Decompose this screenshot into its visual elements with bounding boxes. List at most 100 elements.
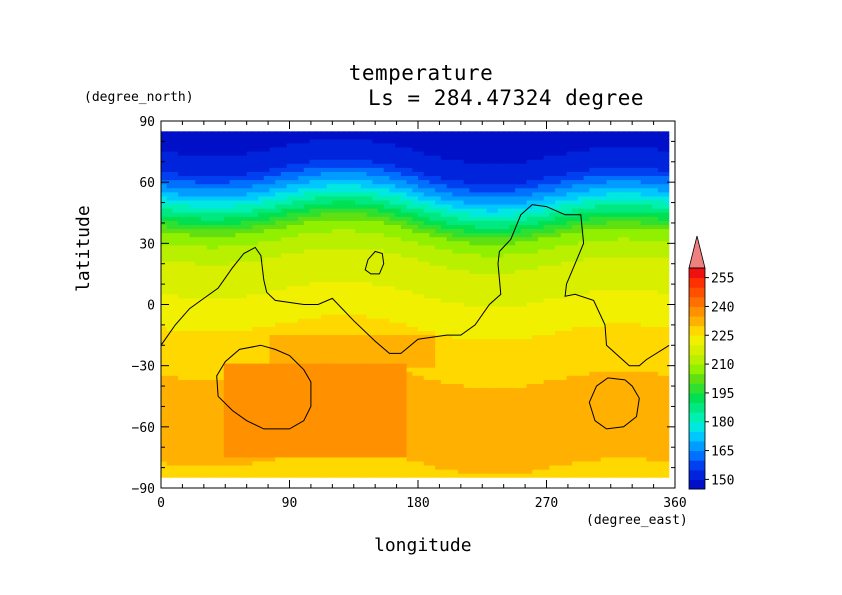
field-cell [275,282,282,287]
field-cell [235,171,242,177]
field-cell [526,290,533,295]
field-cell [395,298,402,304]
field-cell [617,237,625,242]
field-cell [423,282,431,287]
field-cell [646,200,653,206]
field-cell [623,269,630,275]
field-cell [486,318,493,324]
field-cell [457,237,465,242]
field-cell [229,355,236,361]
field-cell [549,233,556,238]
field-cell [515,220,522,226]
field-cell [646,245,653,251]
field-cell [246,306,253,312]
field-cell [223,204,231,210]
field-cell [355,237,362,242]
field-cell [172,147,179,153]
field-cell [206,151,213,157]
field-cell [617,196,625,202]
field-cell [189,220,196,226]
field-cell [583,314,590,320]
field-cell [617,286,625,291]
field-cell [269,322,276,328]
field-cell [566,257,573,263]
field-cell [349,237,356,242]
field-cell [480,241,488,246]
field-cell [515,167,522,173]
field-cell [486,277,493,283]
field-cell [280,196,288,202]
field-cell [172,151,179,157]
field-cell [269,351,276,357]
field-cell [543,192,550,198]
field-cell [469,139,476,145]
field-cell [178,233,185,238]
field-cell [189,314,196,320]
field-cell [577,151,585,157]
field-cell [486,131,493,136]
field-cell [440,224,448,230]
field-cell [338,147,345,153]
field-cell [497,131,505,136]
field-cell [635,159,642,165]
field-cell [280,314,288,320]
field-cell [440,290,448,295]
field-cell [635,155,642,161]
field-cell [423,167,431,173]
field-cell [326,245,333,251]
field-cell [532,200,539,206]
field-cell [395,277,402,283]
field-cell [212,212,219,218]
field-cell [258,147,265,153]
field-cell [543,277,550,283]
field-cell [423,216,431,222]
field-cell [263,322,271,328]
field-cell [663,163,670,169]
field-cell [520,196,528,202]
field-cell [400,306,408,312]
field-cell [418,184,425,189]
field-cell [166,298,174,304]
field-cell [600,151,608,157]
field-cell [577,143,585,149]
field-cell [457,277,465,283]
field-cell [583,265,590,271]
field-cell [497,253,505,259]
field-cell [235,310,242,316]
field-cell [452,343,459,348]
field-cell [617,277,625,283]
field-cell [178,286,185,291]
field-cell [258,351,265,357]
field-cell [589,294,596,299]
field-cell [303,176,311,181]
field-cell [492,355,499,361]
field-cell [286,159,293,165]
field-cell [589,233,596,238]
field-cell [292,220,299,226]
field-cell [446,147,453,153]
field-cell [652,188,659,193]
field-cell [252,208,259,214]
field-cell [269,204,276,210]
field-cell [652,237,659,242]
field-cell [509,343,516,348]
field-cell [206,286,213,291]
field-cell [543,290,550,295]
field-cell [446,229,453,234]
field-cell [515,208,522,214]
field-cell [218,331,225,336]
field-cell [486,192,493,198]
field-cell [195,249,202,255]
field-cell [200,151,208,157]
field-cell [606,184,613,189]
field-cell [200,277,208,283]
field-cell [303,282,311,287]
field-cell [509,318,516,324]
field-cell [520,298,528,304]
field-cell [635,147,642,153]
field-cell [497,335,505,340]
field-cell [469,224,476,230]
field-cell [178,331,185,336]
field-cell [492,286,499,291]
field-cell [480,176,488,181]
